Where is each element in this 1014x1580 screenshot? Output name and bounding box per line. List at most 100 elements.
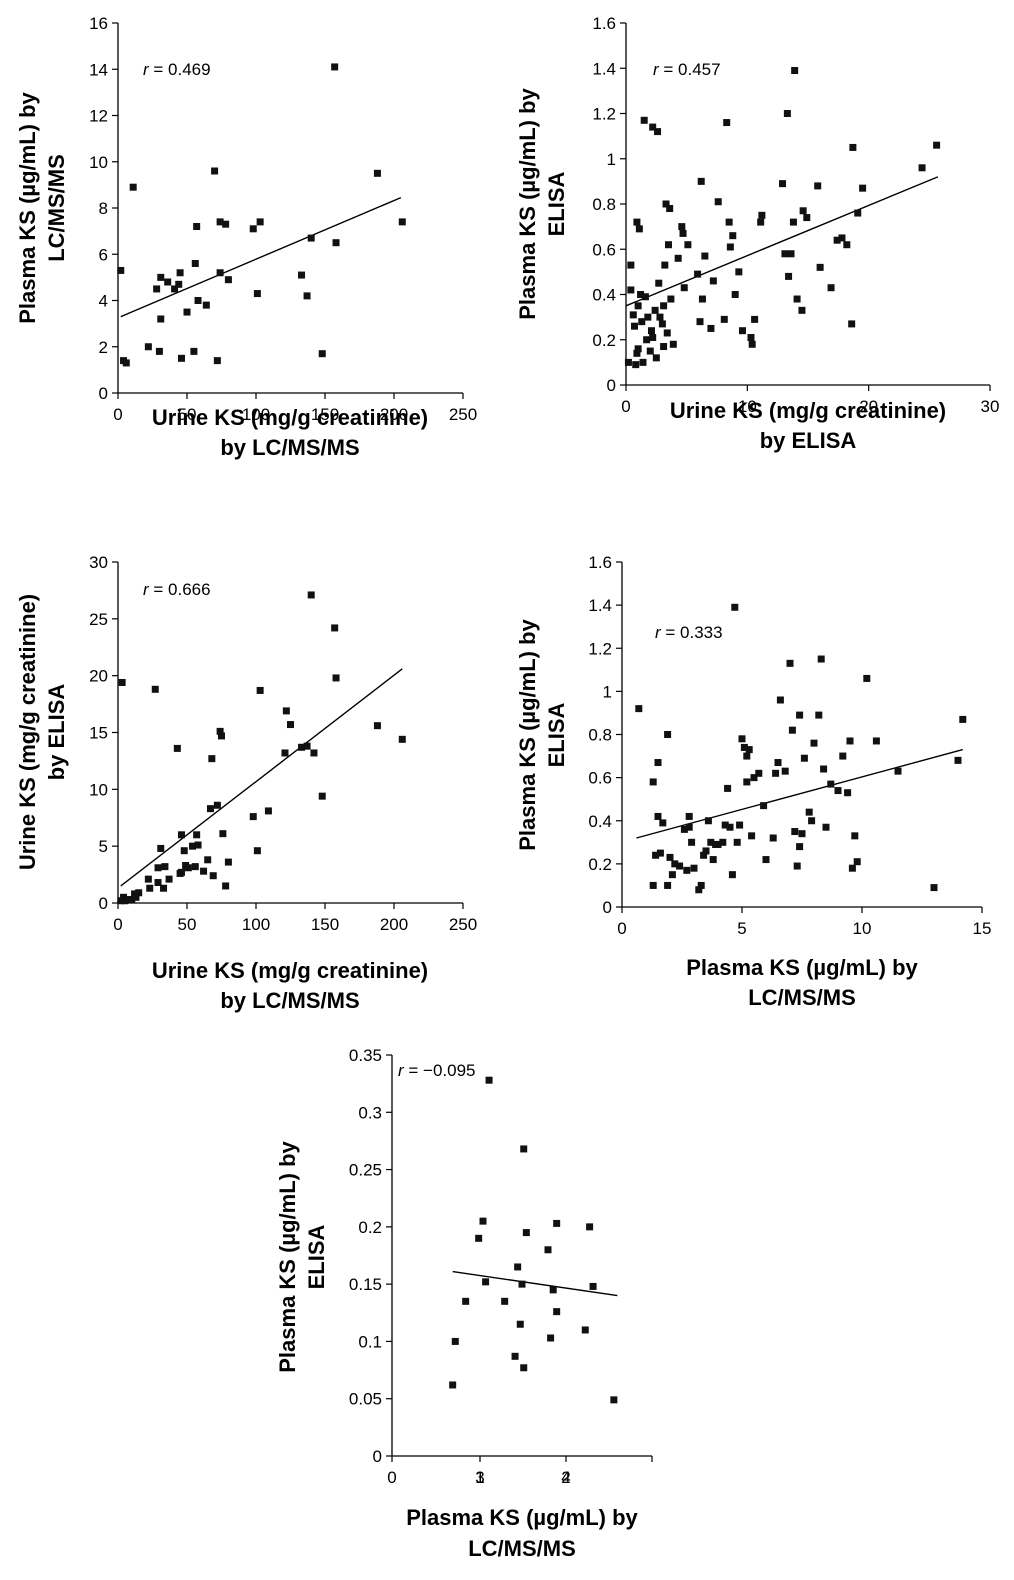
data-point bbox=[787, 250, 795, 258]
data-point bbox=[256, 218, 264, 226]
data-point bbox=[748, 832, 756, 840]
data-point bbox=[641, 293, 649, 301]
x-tick-label: 5 bbox=[737, 919, 746, 938]
data-point bbox=[728, 871, 736, 879]
data-point bbox=[151, 685, 159, 693]
data-point bbox=[669, 340, 677, 348]
data-point bbox=[520, 1364, 528, 1372]
y-axis-label: Plasma KS (µg/mL) by bbox=[515, 618, 540, 850]
correlation-value: = −0.095 bbox=[404, 1061, 476, 1080]
data-point bbox=[660, 343, 668, 351]
data-point bbox=[331, 624, 339, 632]
data-point bbox=[663, 329, 671, 337]
data-point bbox=[844, 789, 852, 797]
x-tick-label: 20 bbox=[859, 397, 878, 416]
data-point bbox=[808, 817, 816, 825]
y-tick-label: 0.25 bbox=[349, 1161, 382, 1180]
data-point bbox=[664, 881, 672, 889]
data-point bbox=[810, 739, 818, 747]
data-point bbox=[788, 726, 796, 734]
data-point bbox=[485, 1076, 493, 1084]
data-point bbox=[547, 1334, 555, 1342]
data-point bbox=[707, 324, 715, 332]
y-axis-label: Plasma KS (µg/mL) by bbox=[15, 91, 40, 323]
data-point bbox=[656, 849, 664, 857]
data-point bbox=[872, 737, 880, 745]
y-tick-label: 0.05 bbox=[349, 1390, 382, 1409]
data-point bbox=[696, 318, 704, 326]
y-tick-label: 25 bbox=[89, 610, 108, 629]
data-point bbox=[843, 241, 851, 249]
data-point bbox=[854, 209, 862, 217]
data-point bbox=[719, 838, 727, 846]
data-point bbox=[839, 752, 847, 760]
data-point bbox=[132, 893, 140, 901]
data-point bbox=[834, 787, 842, 795]
correlation-label: r = 0.469 bbox=[143, 60, 211, 79]
data-point bbox=[635, 705, 643, 713]
correlation-value: = 0.666 bbox=[149, 580, 211, 599]
data-point bbox=[781, 250, 789, 258]
data-point bbox=[213, 801, 221, 809]
data-point bbox=[640, 116, 648, 124]
data-point bbox=[249, 813, 257, 821]
data-point bbox=[479, 1217, 487, 1225]
x-axis-label: LC/MS/MS bbox=[748, 985, 856, 1010]
data-point bbox=[224, 858, 232, 866]
x-tick-label: 50 bbox=[178, 405, 197, 424]
data-point bbox=[318, 792, 326, 800]
data-point bbox=[157, 273, 165, 281]
data-point bbox=[758, 211, 766, 219]
x-tick-label: 3 bbox=[475, 1468, 484, 1487]
data-point bbox=[206, 805, 214, 813]
data-point bbox=[751, 315, 759, 323]
data-point bbox=[117, 266, 125, 274]
y-axis-label: LC/MS/MS bbox=[44, 154, 69, 262]
x-axis-label: by LC/MS/MS bbox=[220, 435, 359, 460]
x-axis-label: by ELISA bbox=[760, 428, 857, 453]
data-point bbox=[721, 821, 729, 829]
x-tick-label: 250 bbox=[449, 915, 477, 934]
data-point bbox=[786, 659, 794, 667]
data-point bbox=[762, 856, 770, 864]
data-point bbox=[666, 205, 674, 213]
data-point bbox=[121, 897, 129, 905]
data-point bbox=[664, 731, 672, 738]
data-point bbox=[683, 866, 691, 874]
data-point bbox=[661, 261, 669, 269]
y-tick-label: 0.15 bbox=[349, 1275, 382, 1294]
y-tick-label: 0.1 bbox=[358, 1332, 382, 1351]
data-point bbox=[731, 603, 739, 611]
data-point bbox=[796, 843, 804, 851]
data-point bbox=[520, 1145, 528, 1153]
data-point bbox=[735, 268, 743, 276]
data-point bbox=[155, 347, 163, 355]
data-point bbox=[332, 674, 340, 682]
data-point bbox=[307, 234, 315, 242]
data-point bbox=[656, 313, 664, 321]
data-point bbox=[757, 218, 765, 226]
data-point bbox=[954, 756, 962, 764]
y-tick-label: 1.2 bbox=[592, 105, 616, 124]
y-axis-label: by ELISA bbox=[44, 684, 69, 781]
data-point bbox=[697, 177, 705, 185]
data-point bbox=[918, 164, 926, 172]
y-tick-label: 0.35 bbox=[349, 1046, 382, 1065]
x-tick-label: 10 bbox=[738, 397, 757, 416]
data-point bbox=[164, 278, 172, 286]
data-point bbox=[222, 220, 230, 228]
data-point bbox=[660, 302, 668, 310]
data-point bbox=[793, 295, 801, 303]
y-tick-label: 0 bbox=[99, 894, 108, 913]
data-point bbox=[191, 863, 199, 871]
data-point bbox=[667, 295, 675, 303]
data-point bbox=[211, 167, 219, 175]
data-point bbox=[785, 272, 793, 280]
data-point bbox=[176, 269, 184, 277]
data-point bbox=[695, 886, 703, 894]
data-point bbox=[738, 735, 746, 743]
data-point bbox=[674, 254, 682, 262]
data-point bbox=[287, 721, 294, 729]
data-point bbox=[760, 802, 768, 810]
data-point bbox=[544, 1246, 552, 1254]
